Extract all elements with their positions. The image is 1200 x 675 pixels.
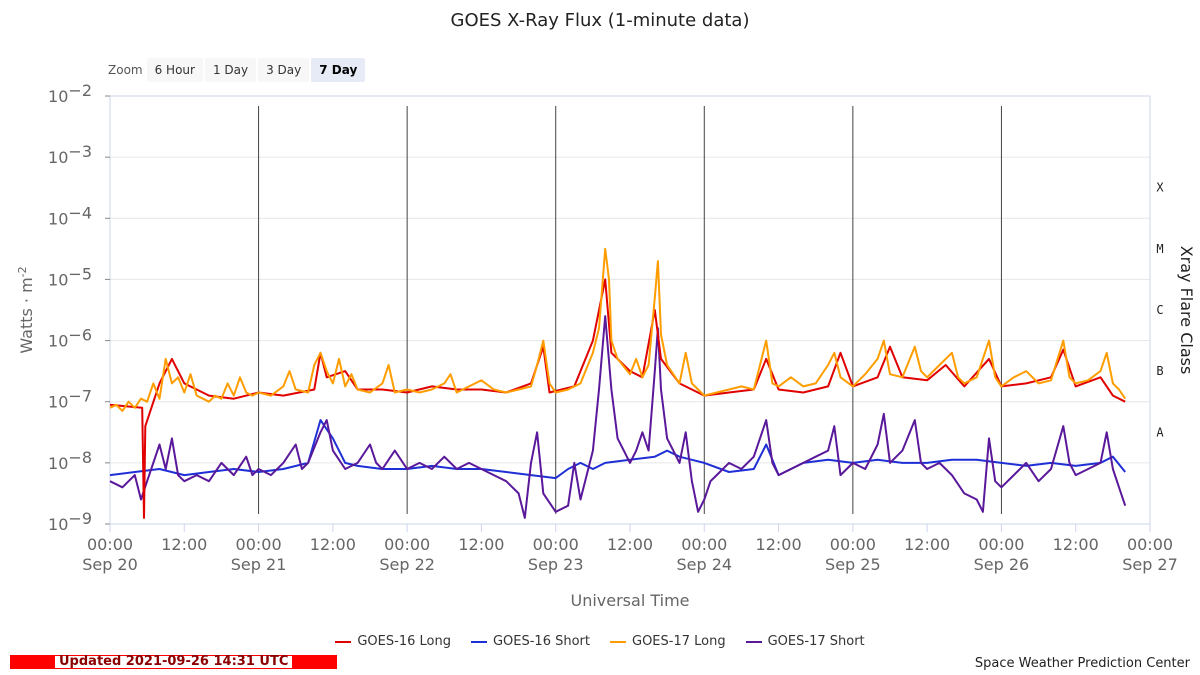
zoom-1-day-button[interactable]: 1 Day	[204, 58, 257, 82]
legend: GOES-16 Long GOES-16 Short GOES-17 Long …	[0, 634, 1200, 649]
y-tick-label-5: 10−7	[48, 387, 92, 412]
updated-bar-left	[10, 655, 54, 669]
x-tick-date-10: Sep 25	[825, 555, 881, 574]
legend-label-goes17-short: GOES-17 Short	[767, 634, 865, 649]
y-tick-label-3: 10−5	[48, 264, 92, 289]
day-lines	[258, 106, 1002, 514]
y-axis-ticks: 10−2 10−3 10−4 10−5 10−6 10−7 10−8 10−9	[48, 81, 110, 534]
flare-class-m: M	[1156, 242, 1163, 256]
flare-class-labels: X M C B A	[1156, 181, 1164, 440]
x-tick-time-4: 00:00	[384, 535, 430, 554]
y-tick-label-6: 10−8	[48, 448, 92, 473]
x-tick-time-5: 12:00	[458, 535, 504, 554]
flare-class-b: B	[1156, 364, 1163, 378]
zoom-3-day-button[interactable]: 3 Day	[258, 58, 310, 82]
x-tick-time-3: 12:00	[310, 535, 356, 554]
x-tick-time-11: 12:00	[904, 535, 950, 554]
x-tick-time-13: 12:00	[1053, 535, 1099, 554]
legend-item-goes16-long[interactable]: GOES-16 Long	[335, 634, 451, 649]
x-tick-date-2: Sep 21	[231, 555, 287, 574]
y-tick-label-0: 10−2	[48, 81, 92, 106]
y-axis-title-text: Watts · m	[17, 277, 36, 353]
flare-class-a: A	[1156, 425, 1164, 439]
zoom-7-day-button[interactable]: 7 Day	[311, 58, 366, 82]
zoom-control: Zoom 6 Hour 1 Day 3 Day 7 Day	[108, 58, 367, 82]
x-tick-date-14: Sep 27	[1122, 555, 1178, 574]
x-axis-title: Universal Time	[570, 591, 689, 610]
legend-swatch-goes16-short	[470, 640, 487, 643]
x-tick-time-6: 00:00	[533, 535, 579, 554]
y-axis-title: Watts · m-2	[16, 266, 37, 353]
flare-class-x: X	[1156, 181, 1164, 195]
updated-bar-right	[293, 655, 338, 669]
zoom-6-hour-button[interactable]: 6 Hour	[146, 58, 203, 82]
x-tick-time-2: 00:00	[236, 535, 282, 554]
x-tick-date-12: Sep 26	[974, 555, 1030, 574]
series-line-goes-17-long	[109, 247, 1127, 412]
x-tick-time-8: 00:00	[681, 535, 727, 554]
x-tick-time-7: 12:00	[607, 535, 653, 554]
x-tick-time-14: 00:00	[1127, 535, 1173, 554]
flare-class-c: C	[1156, 303, 1163, 317]
updated-text: Updated 2021-09-26 14:31 UTC	[54, 655, 294, 669]
y-tick-label-2: 10−4	[48, 203, 92, 228]
legend-swatch-goes16-long	[335, 640, 352, 643]
series-line-goes-17-short	[109, 315, 1127, 519]
legend-label-goes16-short: GOES-16 Short	[492, 634, 590, 649]
y-axis-title-sup: -2	[16, 266, 29, 277]
series-line-goes-16-short	[109, 419, 1126, 480]
legend-item-goes17-short[interactable]: GOES-17 Short	[745, 634, 865, 649]
credit-text: Space Weather Prediction Center	[974, 656, 1190, 671]
legend-swatch-goes17-short	[745, 640, 762, 643]
legend-item-goes17-long[interactable]: GOES-17 Long	[610, 634, 726, 649]
y-tick-label-1: 10−3	[48, 142, 92, 167]
x-tick-date-0: Sep 20	[82, 555, 138, 574]
x-tick-time-12: 00:00	[978, 535, 1024, 554]
x-tick-time-0: 00:00	[87, 535, 133, 554]
legend-label-goes16-long: GOES-16 Long	[357, 634, 451, 649]
x-tick-date-4: Sep 22	[379, 555, 435, 574]
y-tick-label-7: 10−9	[48, 509, 92, 534]
y-tick-label-4: 10−6	[48, 326, 92, 351]
legend-item-goes16-short[interactable]: GOES-16 Short	[470, 634, 590, 649]
legend-label-goes17-long: GOES-17 Long	[632, 634, 726, 649]
x-tick-time-10: 00:00	[830, 535, 876, 554]
legend-swatch-goes17-long	[610, 640, 626, 643]
x-tick-time-9: 12:00	[756, 535, 802, 554]
x-tick-date-8: Sep 24	[676, 555, 732, 574]
updated-badge: Updated 2021-09-26 14:31 UTC	[10, 655, 338, 669]
x-tick-time-1: 12:00	[161, 535, 207, 554]
series-group	[109, 247, 1127, 519]
y2-axis-title: Xray Flare Class	[1177, 246, 1196, 375]
chart-title: GOES X-Ray Flux (1-minute data)	[451, 10, 750, 31]
series-line-goes-16-long	[109, 278, 1126, 519]
x-tick-date-6: Sep 23	[528, 555, 584, 574]
zoom-label: Zoom	[108, 63, 143, 77]
